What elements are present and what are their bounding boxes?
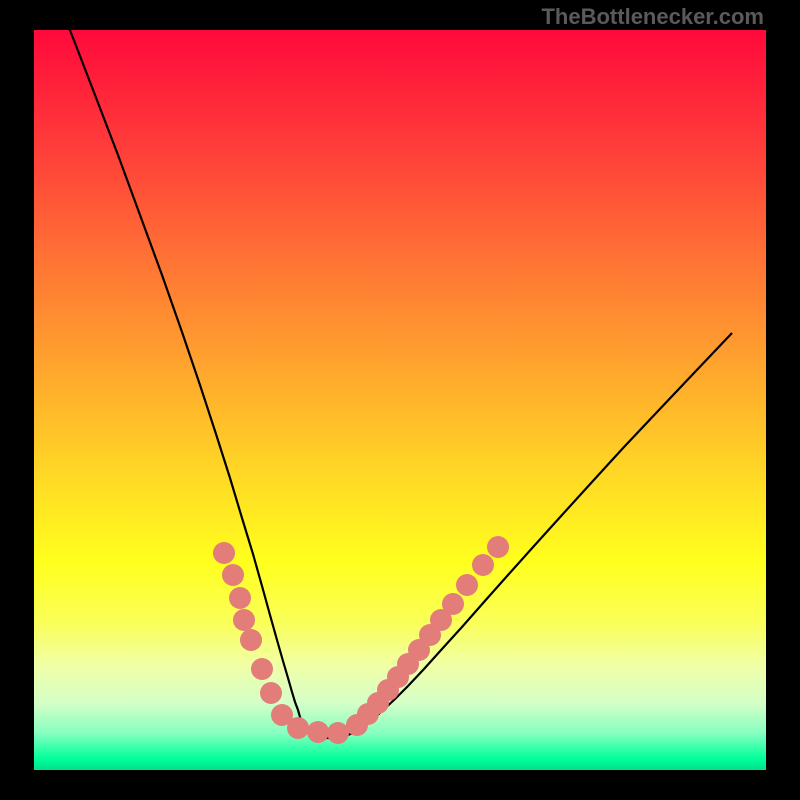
chart-svg	[34, 30, 766, 770]
chart-container: TheBottlenecker.com	[0, 0, 800, 800]
data-dot	[229, 587, 251, 609]
data-dot	[222, 564, 244, 586]
watermark-text: TheBottlenecker.com	[541, 4, 764, 30]
data-dot	[251, 658, 273, 680]
data-dot	[327, 722, 349, 744]
data-dot	[307, 721, 329, 743]
data-dot	[260, 682, 282, 704]
data-dot	[472, 554, 494, 576]
data-dot	[487, 536, 509, 558]
data-dot	[233, 609, 255, 631]
data-dot	[213, 542, 235, 564]
data-dot	[240, 629, 262, 651]
data-dot	[287, 717, 309, 739]
plot-area	[34, 30, 766, 770]
data-dot	[456, 574, 478, 596]
data-dot	[442, 593, 464, 615]
